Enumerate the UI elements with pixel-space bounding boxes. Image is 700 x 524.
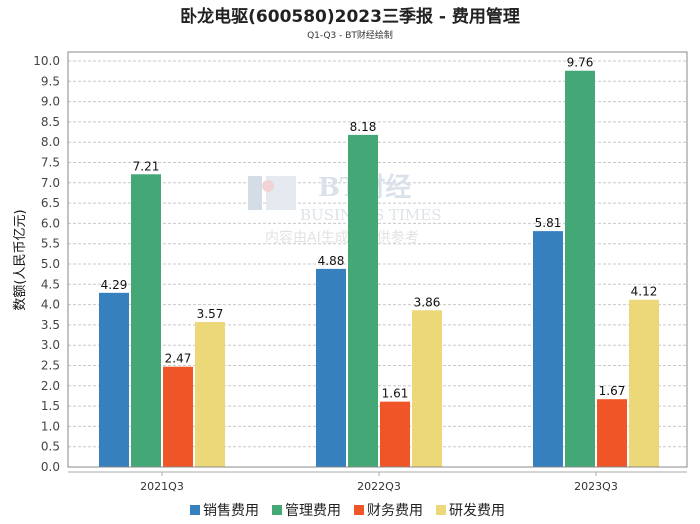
bar-研发费用-2021Q3 bbox=[195, 322, 225, 467]
y-tick-label: 7.0 bbox=[41, 176, 60, 190]
watermark-note: 内容由AI生成，仅供参考 bbox=[265, 229, 419, 246]
y-tick-label: 2.0 bbox=[41, 379, 60, 393]
y-tick-label: 5.5 bbox=[41, 237, 60, 251]
legend-item: 研发费用 bbox=[449, 503, 505, 519]
bar-管理费用-2023Q3 bbox=[565, 70, 595, 467]
x-tick-label: 2023Q3 bbox=[574, 480, 618, 493]
legend-swatch bbox=[354, 505, 364, 515]
bar-销售费用-2023Q3 bbox=[533, 231, 563, 467]
data-label: 1.67 bbox=[599, 384, 626, 398]
x-tick-label: 2021Q3 bbox=[140, 480, 184, 493]
legend-item: 财务费用 bbox=[367, 503, 423, 519]
legend-swatch bbox=[436, 505, 446, 515]
data-label: 3.86 bbox=[414, 295, 441, 309]
x-tick-label: 2022Q3 bbox=[357, 480, 401, 493]
bar-管理费用-2021Q3 bbox=[131, 174, 161, 468]
bar-研发费用-2023Q3 bbox=[629, 299, 659, 467]
y-tick-label: 8.5 bbox=[41, 115, 60, 129]
y-tick-label: 7.5 bbox=[41, 156, 60, 170]
data-label: 2.47 bbox=[165, 352, 192, 366]
data-label: 4.12 bbox=[631, 285, 658, 299]
y-tick-label: 0.0 bbox=[41, 460, 60, 474]
data-label: 5.81 bbox=[535, 216, 562, 230]
y-tick-label: 5.0 bbox=[41, 257, 60, 271]
y-tick-label: 10.0 bbox=[33, 54, 60, 68]
y-axis-label: 数额(人民币亿元) bbox=[13, 209, 28, 310]
y-tick-label: 1.0 bbox=[41, 419, 60, 433]
y-tick-label: 6.0 bbox=[41, 216, 60, 230]
bar-财务费用-2023Q3 bbox=[597, 399, 627, 467]
data-label: 3.57 bbox=[197, 307, 224, 321]
data-label: 7.21 bbox=[133, 159, 160, 173]
y-tick-label: 6.5 bbox=[41, 196, 60, 210]
y-tick-label: 3.5 bbox=[41, 318, 60, 332]
bar-财务费用-2022Q3 bbox=[380, 401, 410, 467]
plot-frame bbox=[67, 51, 688, 468]
bar-研发费用-2022Q3 bbox=[412, 310, 442, 467]
chart-subtitle: Q1-Q3 - BT财经绘制 bbox=[307, 29, 393, 41]
data-label: 4.29 bbox=[101, 278, 128, 292]
y-tick-label: 9.0 bbox=[41, 95, 60, 109]
legend-swatch bbox=[272, 505, 282, 515]
y-tick-label: 4.5 bbox=[41, 277, 60, 291]
y-tick-label: 2.5 bbox=[41, 359, 60, 373]
chart-title: 卧龙电驱(600580)2023三季报 - 费用管理 bbox=[180, 6, 520, 27]
bar-销售费用-2021Q3 bbox=[99, 292, 129, 467]
legend-item: 管理费用 bbox=[285, 503, 341, 519]
data-label: 4.88 bbox=[318, 254, 345, 268]
data-label: 1.61 bbox=[382, 387, 409, 401]
bar-销售费用-2022Q3 bbox=[316, 268, 346, 467]
legend-item: 销售费用 bbox=[203, 503, 259, 519]
y-tick-label: 0.5 bbox=[41, 440, 60, 454]
y-tick-label: 8.0 bbox=[41, 135, 60, 149]
bar-财务费用-2021Q3 bbox=[163, 366, 193, 467]
bar-管理费用-2022Q3 bbox=[348, 134, 378, 467]
watermark: BT财经 BUSINESS TIMES 内容由AI生成，仅供参考 bbox=[248, 172, 442, 246]
y-tick-label: 4.0 bbox=[41, 298, 60, 312]
y-tick-label: 3.0 bbox=[41, 338, 60, 352]
data-label: 8.18 bbox=[350, 120, 377, 134]
legend-swatch bbox=[190, 505, 200, 515]
data-label: 9.76 bbox=[567, 56, 594, 70]
y-tick-label: 1.5 bbox=[41, 399, 60, 413]
y-tick-label: 9.5 bbox=[41, 74, 60, 88]
